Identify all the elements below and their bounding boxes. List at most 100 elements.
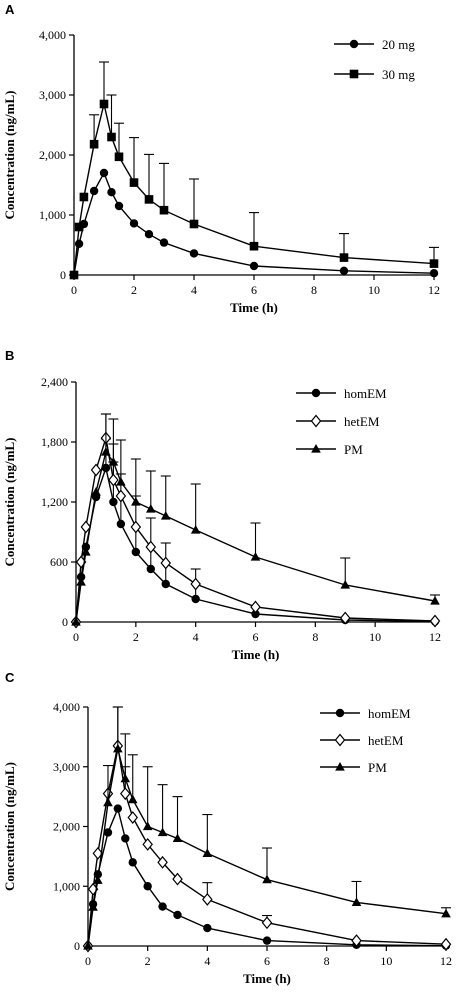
panel-a-x-tick-label: 8 [311,283,317,297]
panel-a-series-30-mg-point [107,132,116,142]
panel-c-series-hetem-point [440,937,452,951]
panel-c-y-tick-label: 2,000 [53,820,80,834]
panel-a-series-30-mg-point [129,178,139,187]
panel-c-x-tick-label: 12 [440,954,452,968]
panel-b-series-hetem-point [80,520,92,534]
panel-a-series-20-mg-point [144,230,154,239]
panel-b-series-hetem-point [250,600,261,614]
panel-b-series-pm-point [145,504,156,513]
panel-c-legend: homEM hetEM PM [320,706,411,775]
panel-a-series-20-mg-point [99,168,109,178]
panel-a-series-30-mg-point [79,192,89,202]
panel-a-x-tick-label: 6 [251,283,257,297]
panel-c-series-homem-point [173,910,182,920]
panel-b-series-pm-point [430,596,440,605]
panel-a-series-30-mg-point [89,139,99,149]
panel-c-x-tick-label: 4 [204,954,210,968]
panel-a-series-20-mg-point [129,219,139,228]
panel-c-series-pm-point [127,794,138,804]
panel-c-series-pm-point [93,875,103,884]
panel-a-series-20-mg-point [429,269,439,278]
panel-b-y-tick-label: 2,400 [41,375,68,389]
panel-c-x-tick-label: 6 [264,954,270,968]
panel-a-legend-30-mg-marker [349,69,359,79]
panel-c-series-hetem-point [172,872,183,886]
panel-c-series-hetem-point [261,916,273,930]
panel-a-series-30-mg-point [144,195,154,204]
panel-a-series-30-mg-point [339,253,349,262]
panel-a-series-30-mg-point [249,241,259,251]
panel-a-y-axis-label: Concentration (ng/mL) [2,91,17,220]
panel-c-y-tick-label: 0 [74,939,80,953]
panel-b-series-hetem-point [90,463,102,477]
panel-b-legend-pm-label: PM [344,442,363,457]
panel-b-x-axis-label: Time (h) [232,647,280,662]
panel-a-legend-30-mg-label: 30 mg [382,67,415,82]
panel-c-legend-homem-label: homEM [368,706,411,721]
panel-a-series-20-mg-line [73,171,435,276]
panel-c-series-pm-point [157,827,168,837]
panel-c-x-tick-label: 2 [145,954,151,968]
panel-a-series-30-mg-point [74,222,84,232]
panel-a-series-20-mg-point [339,266,349,275]
panel-c-series-homem-point [158,902,167,911]
panel-a-series-30-mg-point [99,99,109,109]
panel-c-series-hetem-point [142,837,153,851]
panel-b-series-hetem-point [339,611,351,625]
panel-b-x-tick-label: 8 [312,630,318,644]
panel-a-series-30-mg-line [73,103,435,276]
panel-c-series-homem-point [262,936,272,945]
panel-c-x-tick-label: 0 [85,954,91,968]
panel-c-x-tick-label: 10 [380,954,392,968]
panel-c-series-hetem-point [351,934,362,948]
panel-a-y-tick-label: 3,000 [39,88,66,102]
panel-c-series-homem-point [113,804,123,813]
panel-b-series-hetem [70,413,441,629]
panel-c-series-hetem-point [92,846,104,860]
panel-a-series-20-mg-point [74,239,84,248]
panel-a-series-30-mg-point [69,270,79,280]
panel-c-series-pm-point [88,902,98,911]
panel-c-series-pm-point [120,773,131,783]
panel-b-series-hetem-point [190,577,201,591]
panel-a-y-tick-label: 1,000 [39,208,66,222]
panel-b-series-homem-point [116,519,126,529]
panel-b-y-tick-label: 1,800 [41,435,68,449]
panel-c-y-tick-label: 3,000 [53,760,80,774]
panel-a-x-tick-label: 4 [191,283,197,297]
panel-b-y-tick-label: 1,200 [41,495,68,509]
panel-c-series-hetem-point [157,855,168,869]
panel-a-letter: A [5,2,15,17]
panel-c-series-pm-point [142,821,153,831]
panel-b-series-homem-point [191,594,200,604]
panel-a-x-tick-label: 10 [368,283,380,297]
panel-b-legend-pm-marker [311,444,321,453]
panel-b-letter: B [5,348,14,363]
panel-c-y-tick-label: 1,000 [53,879,80,893]
panel-a-series-30-mg-point [189,219,199,229]
panel-c-letter: C [5,670,15,685]
panel-a-series-20-mg-point [114,201,124,211]
panel-a-x-tick-label: 2 [131,283,137,297]
panel-b-y-tick-label: 600 [50,555,68,569]
panel-c-legend-hetem-label: hetEM [368,733,404,748]
panel-b-x-tick-label: 12 [429,630,441,644]
panel-c-series-homem-point [121,834,130,843]
panel-c-series-pm-line [87,748,447,947]
panel-b-series-pm-point [108,457,119,466]
panel-b-series-pm [71,413,440,626]
panel-c-series-pm-point [83,941,93,950]
panel-a-x-tick-label: 0 [71,283,77,297]
panel-b-series-homem-point [131,547,141,557]
panel-a-y-tick-label: 4,000 [39,28,66,42]
panel-a-series-20-mg-point [249,261,259,271]
panel-c-series-hetem-line [87,745,447,947]
panel-a-series-20-mg-point [89,186,99,196]
panel-b-series-pm-point [91,487,101,496]
panel-b-series-hetem-point [108,473,119,487]
panel-b-series-hetem-line [75,437,436,623]
panel-b-x-tick-label: 0 [73,630,79,644]
panel-b-legend-hetem-marker [310,414,322,428]
panel-c-series-hetem-point [120,787,131,801]
